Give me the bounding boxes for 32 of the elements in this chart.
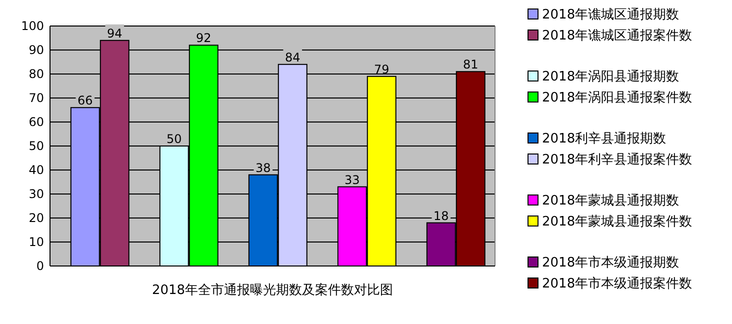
data-label: 92 — [196, 31, 212, 46]
y-tick-label: 40 — [28, 163, 44, 178]
legend-label: 2018年谯城区通报期数 — [542, 8, 680, 23]
y-tick-label: 80 — [28, 67, 44, 82]
y-tick-label: 90 — [28, 43, 44, 58]
legend-label: 2018年蒙城县通报案件数 — [542, 214, 692, 230]
legend-label: 2018年谯城区通报案件数 — [542, 28, 692, 44]
legend-label: 2018年蒙城县通报期数 — [542, 194, 680, 209]
legend-label: 2018利辛县通报期数 — [542, 132, 666, 147]
y-tick-label: 0 — [36, 259, 44, 274]
data-label: 18 — [434, 208, 449, 223]
y-tick-label: 20 — [28, 211, 44, 226]
x-axis-title: 2018年全市通报曝光期数及案件数对比图 — [152, 282, 394, 298]
data-label: 81 — [462, 58, 478, 72]
y-tick-label: 60 — [28, 115, 44, 130]
legend-label: 2018年市本级通报期数 — [542, 256, 680, 271]
data-label: 38 — [256, 160, 271, 175]
y-tick-label: 30 — [28, 187, 44, 202]
legend-label: 2018年利辛县通报案件数 — [542, 152, 692, 168]
data-label: 84 — [284, 50, 300, 64]
legend-label: 2018年涡阳县通报案件数 — [542, 90, 692, 106]
legend-label: 2018年市本级通报案件数 — [542, 276, 692, 292]
legend-label: 2018年涡阳县通报期数 — [542, 70, 680, 85]
y-tick-label: 100 — [21, 19, 44, 34]
data-label: 94 — [106, 26, 122, 40]
data-label: 79 — [374, 62, 390, 76]
data-label: 66 — [78, 94, 93, 108]
y-tick-label: 70 — [28, 91, 44, 106]
y-tick-label: 50 — [28, 139, 44, 154]
data-label: 50 — [166, 132, 182, 146]
data-label: 33 — [344, 172, 360, 187]
y-tick-label: 10 — [28, 235, 44, 250]
